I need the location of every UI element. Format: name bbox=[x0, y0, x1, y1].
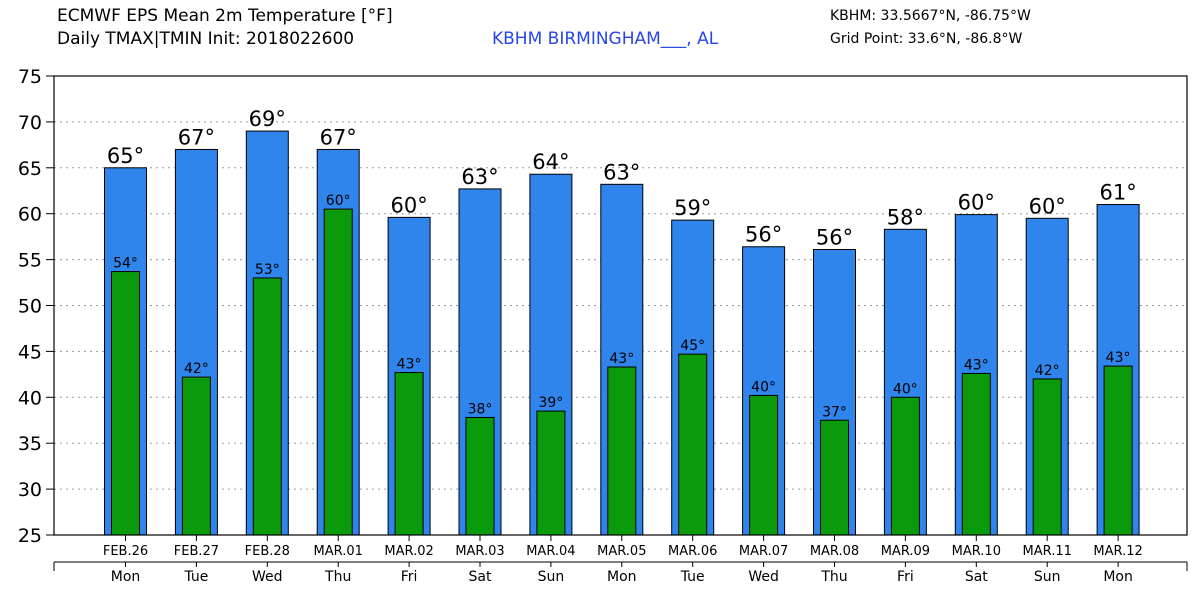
station-name: KBHM BIRMINGHAM___, AL bbox=[492, 29, 719, 49]
x-date-label: MAR.03 bbox=[455, 544, 504, 559]
tmin-label: 39° bbox=[538, 395, 563, 411]
tmin-label: 43° bbox=[609, 351, 634, 367]
tmin-bar bbox=[252, 277, 282, 536]
y-tick-label: 60 bbox=[18, 204, 42, 226]
tmin-bar bbox=[394, 372, 424, 536]
tmax-label: 60° bbox=[958, 191, 995, 215]
tmin-bar bbox=[323, 208, 353, 536]
tmin-label: 37° bbox=[822, 404, 847, 420]
x-weekday-label: Sun bbox=[1034, 569, 1061, 585]
tmin-bar bbox=[607, 366, 637, 536]
x-date-label: MAR.07 bbox=[739, 544, 788, 559]
tmin-label: 45° bbox=[680, 338, 705, 354]
x-weekday-label: Sat bbox=[965, 569, 988, 585]
tmax-label: 59° bbox=[674, 196, 711, 220]
tmin-bar bbox=[820, 419, 849, 536]
x-weekday-label: Mon bbox=[111, 569, 141, 585]
tmax-label: 60° bbox=[390, 193, 427, 217]
x-weekday-label: Wed bbox=[252, 569, 283, 585]
x-date-label: MAR.09 bbox=[881, 544, 930, 559]
tmin-label: 40° bbox=[893, 381, 918, 397]
y-tick-label: 75 bbox=[18, 66, 42, 88]
x-date-label: MAR.06 bbox=[668, 544, 717, 559]
grid-point-coordinates: Grid Point: 33.6°N, -86.8°W bbox=[830, 31, 1023, 47]
tmin-bar bbox=[890, 396, 920, 536]
tmin-label: 43° bbox=[1106, 350, 1131, 366]
y-tick-label: 50 bbox=[18, 296, 42, 318]
tmax-label: 58° bbox=[887, 205, 924, 229]
tmin-bar bbox=[678, 353, 708, 536]
x-weekday-label: Thu bbox=[820, 569, 847, 585]
x-weekday-label: Fri bbox=[401, 569, 418, 585]
tmax-label: 64° bbox=[532, 150, 569, 174]
x-weekday-label: Sat bbox=[469, 569, 492, 585]
tmin-bar bbox=[536, 410, 566, 536]
tmax-label: 63° bbox=[461, 165, 498, 189]
tmin-bar bbox=[961, 372, 991, 536]
x-date-label: MAR.01 bbox=[314, 544, 363, 559]
tmax-label: 67° bbox=[320, 125, 357, 149]
tmin-label: 43° bbox=[397, 357, 422, 373]
x-date-label: MAR.02 bbox=[384, 544, 433, 559]
tmax-label: 61° bbox=[1099, 181, 1136, 205]
tmax-label: 56° bbox=[816, 226, 853, 250]
tmin-label: 38° bbox=[468, 401, 493, 417]
tmin-bar bbox=[465, 416, 495, 536]
tmin-bar bbox=[181, 376, 211, 536]
y-tick-label: 30 bbox=[18, 479, 42, 501]
x-date-label: FEB.28 bbox=[245, 544, 290, 559]
plot-frame bbox=[53, 75, 1188, 536]
tmin-bar bbox=[1103, 365, 1133, 536]
station-coordinates: KBHM: 33.5667°N, -86.75°W bbox=[830, 8, 1031, 24]
tmax-label: 67° bbox=[178, 125, 215, 149]
tmin-label: 40° bbox=[751, 379, 776, 395]
y-tick-label: 40 bbox=[18, 387, 42, 409]
y-tick-label: 25 bbox=[18, 525, 42, 547]
x-date-label: FEB.26 bbox=[103, 544, 148, 559]
chart-subtitle: Daily TMAX|TMIN Init: 2018022600 bbox=[57, 29, 355, 49]
tmin-bar bbox=[1032, 378, 1062, 536]
x-weekday-label: Mon bbox=[607, 569, 637, 585]
x-date-label: MAR.08 bbox=[810, 544, 859, 559]
tmax-label: 65° bbox=[107, 144, 144, 168]
tmin-label: 42° bbox=[184, 361, 209, 377]
tmin-bar bbox=[749, 394, 779, 536]
tmin-label: 60° bbox=[326, 193, 351, 209]
chart-title: ECMWF EPS Mean 2m Temperature [°F] bbox=[57, 6, 393, 26]
x-date-label: MAR.05 bbox=[597, 544, 646, 559]
y-tick-label: 70 bbox=[18, 112, 42, 134]
tmax-label: 56° bbox=[745, 223, 782, 247]
tmin-label: 53° bbox=[255, 262, 280, 278]
x-weekday-label: Mon bbox=[1103, 569, 1133, 585]
tmin-label: 54° bbox=[113, 256, 138, 272]
y-tick-label: 45 bbox=[18, 341, 42, 363]
x-date-label: MAR.11 bbox=[1023, 544, 1072, 559]
y-tick-label: 35 bbox=[18, 433, 42, 455]
x-weekday-label: Wed bbox=[748, 569, 779, 585]
tmax-label: 63° bbox=[603, 160, 640, 184]
x-weekday-label: Tue bbox=[183, 569, 208, 585]
x-date-label: MAR.12 bbox=[1093, 544, 1142, 559]
y-tick-label: 65 bbox=[18, 158, 42, 180]
x-date-label: MAR.04 bbox=[526, 544, 575, 559]
x-date-label: FEB.27 bbox=[174, 544, 219, 559]
tmin-label: 42° bbox=[1035, 363, 1060, 379]
x-weekday-label: Fri bbox=[897, 569, 914, 585]
tmin-bar bbox=[111, 271, 140, 536]
x-weekday-label: Tue bbox=[680, 569, 705, 585]
x-weekday-label: Thu bbox=[324, 569, 351, 585]
tmax-label: 69° bbox=[249, 107, 286, 131]
tmax-label: 60° bbox=[1029, 194, 1066, 218]
x-date-label: MAR.10 bbox=[952, 544, 1001, 559]
tmin-label: 43° bbox=[964, 357, 989, 373]
x-weekday-label: Sun bbox=[538, 569, 565, 585]
y-tick-label: 55 bbox=[18, 250, 42, 272]
